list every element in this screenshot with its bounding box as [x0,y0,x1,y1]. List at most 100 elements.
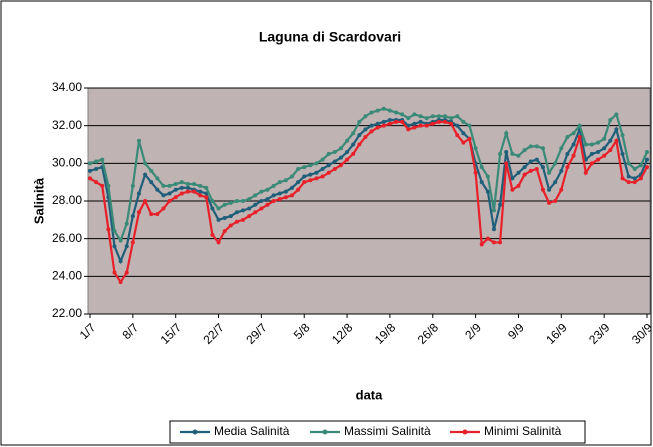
point [136,191,141,196]
y-axis-title: Salinità [31,177,46,224]
point [516,170,521,175]
point [443,119,448,124]
point [118,238,123,243]
point [289,174,294,179]
point [528,168,533,173]
point [534,144,539,149]
point [394,119,399,124]
point [289,193,294,198]
point [124,270,129,275]
point [461,131,466,136]
point [400,112,405,117]
point [283,189,288,194]
point [540,146,545,151]
point [461,119,466,124]
point [185,185,190,190]
point [216,206,221,211]
point [326,151,331,156]
point [241,199,246,203]
y-tick-label: 28.00 [52,193,82,207]
point [504,161,509,166]
point [516,183,521,188]
point [443,114,448,119]
point [369,129,374,134]
point [167,199,172,203]
point [608,118,613,123]
point [363,114,368,119]
point [296,166,301,171]
point [314,176,319,181]
point [455,114,460,119]
point [338,155,343,160]
point [620,176,625,181]
point [467,136,472,141]
point [222,229,227,234]
point [547,200,552,205]
point [369,123,374,128]
point [118,279,123,284]
point [210,199,215,203]
point [491,227,496,232]
point [479,242,484,247]
point [510,176,515,181]
point [583,142,588,147]
point [192,189,197,194]
point [247,197,252,202]
point [638,163,643,168]
point [559,168,564,173]
point [632,180,637,185]
point [424,123,429,128]
point [626,180,631,185]
point [498,202,503,207]
point [204,185,209,190]
point [412,121,417,126]
point [149,212,154,217]
point [375,121,380,126]
point [381,123,386,128]
point [136,138,141,143]
y-tick-label: 32.00 [52,118,82,132]
x-axis-title: data [356,387,384,402]
point [332,166,337,171]
point [265,197,270,202]
y-tick-label: 26.00 [52,231,82,245]
point [559,146,564,151]
point [406,116,411,121]
point [436,114,441,119]
point [118,259,123,264]
point [485,189,490,194]
point [632,176,637,181]
point [577,134,582,139]
point [112,270,117,275]
point [589,151,594,156]
point [363,134,368,139]
point [412,112,417,117]
legend-marker [462,429,468,435]
point [449,116,454,121]
point [308,163,313,168]
point [106,183,111,188]
point [192,182,197,187]
point [161,183,166,188]
point [596,150,601,155]
point [289,185,294,190]
point [491,208,496,213]
point [461,140,466,145]
point [296,187,301,192]
point [247,214,252,219]
point [277,180,282,185]
point [210,206,215,211]
point [112,244,117,249]
point [155,212,160,217]
point [522,148,527,153]
point [210,232,215,237]
point [553,199,558,203]
point [479,180,484,185]
point [455,123,460,128]
point [241,217,246,222]
point [614,127,619,132]
point [608,148,613,153]
point [179,185,184,190]
point [143,199,148,203]
point [320,157,325,162]
